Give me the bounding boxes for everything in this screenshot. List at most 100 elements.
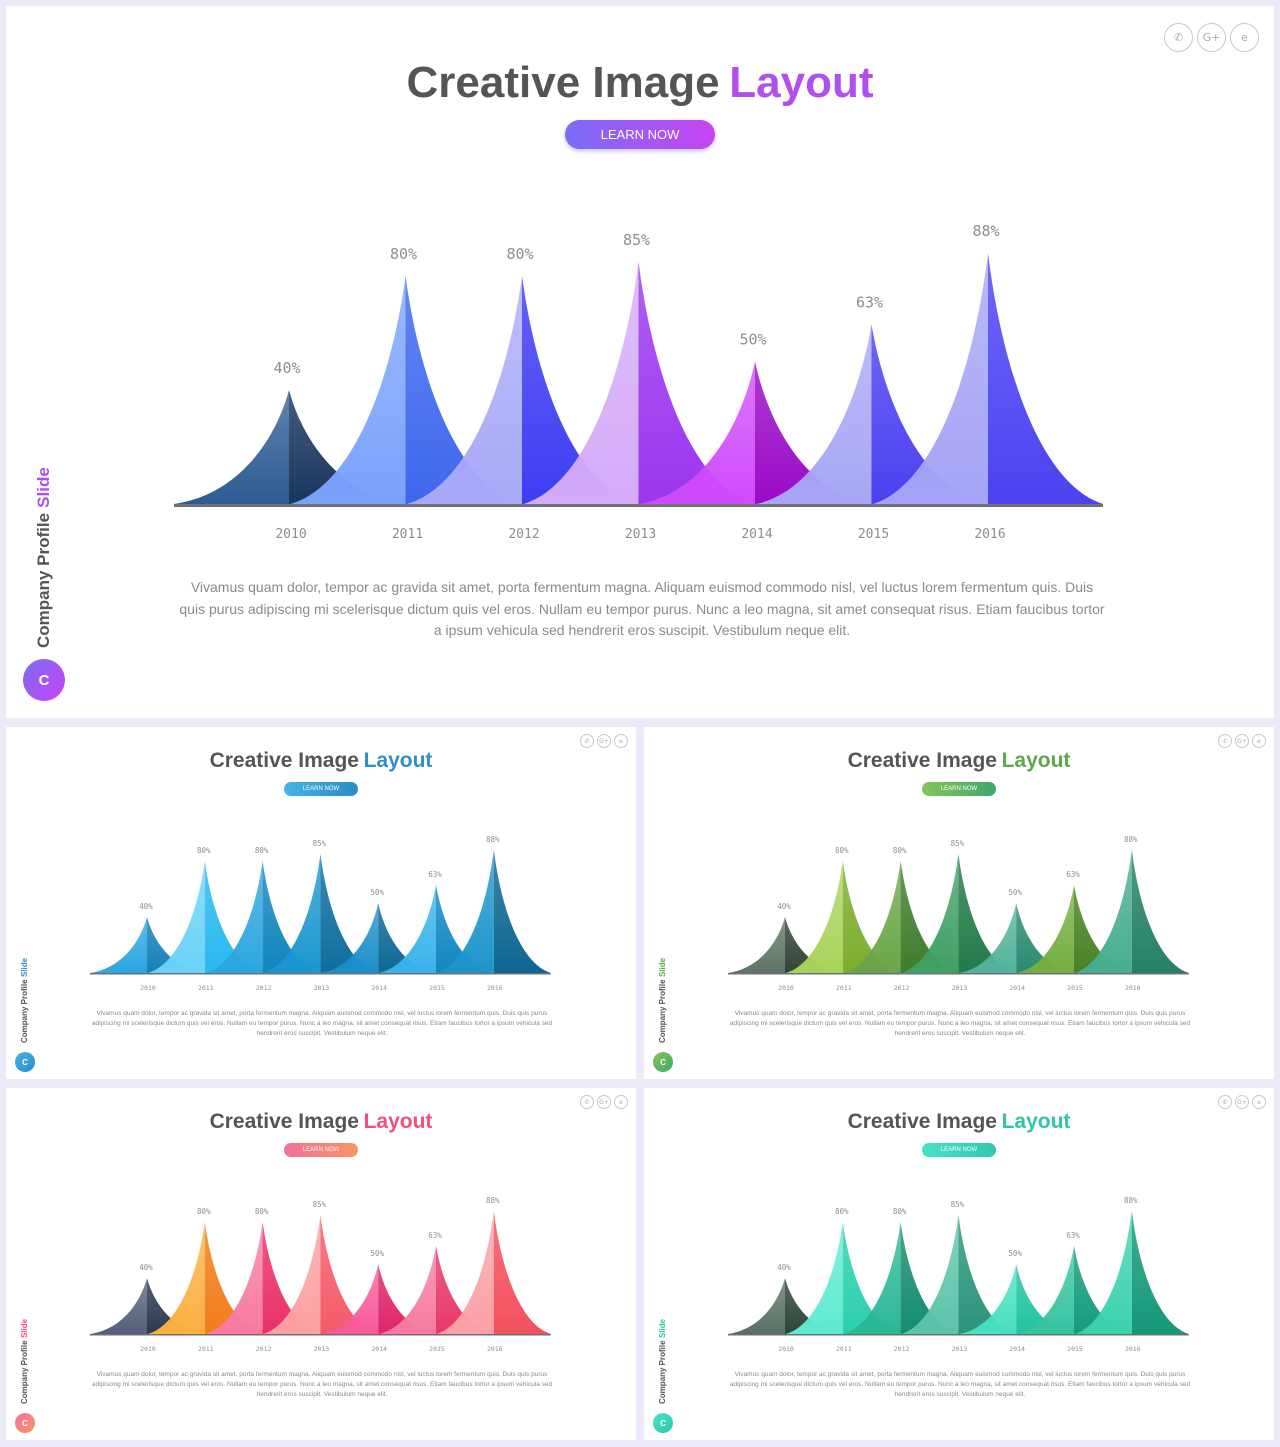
whatsapp-icon[interactable]: ✆ (580, 1095, 594, 1109)
social-icons: ✆ G+ e (1218, 1095, 1266, 1109)
learn-now-button[interactable]: LEARN NOW (284, 782, 358, 796)
peak-2013 (263, 1215, 378, 1334)
title-accent: Layout (1001, 749, 1071, 772)
peak-2011 (147, 861, 262, 973)
peak-left-face (147, 1222, 205, 1334)
peak-2013 (901, 1215, 1016, 1334)
peak-chart: 40% 2010 80% 2011 80% 2012 85% 2013 50% 2014 63% 20… (90, 1196, 551, 1353)
value-label: 63% (428, 1231, 442, 1240)
internet-explorer-icon[interactable]: e (1252, 1095, 1266, 1109)
social-icons: ✆ G+ e (580, 734, 628, 748)
peak-2014 (959, 1264, 1074, 1334)
category-label: 2011 (392, 527, 423, 542)
learn-now-button[interactable]: LEARN NOW (922, 782, 996, 796)
peak-right-face (1016, 903, 1074, 973)
peak-left-face (90, 917, 147, 973)
google-plus-icon[interactable]: G+ (597, 1095, 611, 1109)
slide-red: Creative Image Layout LEARN NOW ✆ G+ e Company… (6, 1088, 636, 1440)
google-plus-icon[interactable]: G+ (1235, 1095, 1249, 1109)
internet-explorer-icon[interactable]: e (1230, 23, 1259, 52)
peak-2015 (379, 884, 493, 973)
google-plus-icon[interactable]: G+ (1197, 23, 1226, 52)
peak-right-face (493, 849, 551, 973)
peak-chart: 40% 2010 80% 2011 80% 2012 85% 2013 50% 2014 63% 20… (90, 835, 551, 992)
peak-2010 (90, 1278, 204, 1334)
category-label: 2010 (275, 527, 306, 542)
peak-left-face (1074, 1210, 1132, 1334)
peak-right-face (147, 1278, 204, 1334)
category-label: 2015 (858, 527, 889, 542)
peak-2011 (147, 1222, 262, 1334)
peak-right-face (785, 1278, 842, 1334)
category-label: 2016 (487, 1345, 503, 1353)
peak-right-face (262, 861, 320, 973)
category-label: 2014 (371, 984, 387, 992)
peak-right-face (378, 1264, 436, 1334)
peak-right-face (785, 917, 842, 973)
social-icons: ✆ G+ e (580, 1095, 628, 1109)
value-label: 88% (1124, 1196, 1138, 1205)
category-label: 2013 (625, 527, 656, 542)
peak-left-face (321, 903, 379, 973)
peak-right-face (320, 854, 378, 973)
internet-explorer-icon[interactable]: e (1252, 734, 1266, 748)
category-label: 2016 (974, 527, 1005, 542)
peak-2016 (1074, 849, 1189, 973)
peak-left-face (263, 854, 321, 973)
value-label: 50% (739, 331, 766, 349)
peak-left-face (756, 324, 872, 504)
peak-2012 (407, 276, 637, 504)
whatsapp-icon[interactable]: ✆ (1218, 1095, 1232, 1109)
whatsapp-icon[interactable]: ✆ (1164, 23, 1193, 52)
peak-left-face (640, 361, 755, 504)
category-label: 2014 (1009, 984, 1025, 992)
value-label: 80% (835, 1207, 849, 1216)
description-text: Vivamus quam dolor, tempor ac gravida si… (91, 1371, 553, 1399)
peak-2012 (205, 861, 320, 973)
value-label: 63% (428, 870, 442, 879)
logo-badge: C (653, 1413, 673, 1433)
google-plus-icon[interactable]: G+ (597, 734, 611, 748)
peak-2014 (321, 1264, 436, 1334)
learn-now-button[interactable]: LEARN NOW (284, 1143, 358, 1157)
peak-left-face (263, 1215, 321, 1334)
internet-explorer-icon[interactable]: e (614, 734, 628, 748)
peak-right-face (900, 1222, 958, 1334)
value-label: 80% (255, 1207, 269, 1216)
title-accent: Layout (729, 58, 874, 107)
value-label: 80% (255, 846, 269, 855)
google-plus-icon[interactable]: G+ (1235, 734, 1249, 748)
category-label: 2013 (952, 984, 968, 992)
learn-now-button[interactable]: LEARN NOW (922, 1143, 996, 1157)
value-label: 85% (951, 1200, 965, 1209)
peak-2014 (640, 361, 870, 504)
peak-2015 (756, 324, 987, 504)
peak-left-face (436, 849, 494, 973)
whatsapp-icon[interactable]: ✆ (1218, 734, 1232, 748)
peak-chart: 40% 2010 80% 2011 80% 2012 85% 2013 50% 2014 63% 20… (728, 1196, 1189, 1353)
category-label: 2012 (256, 1345, 272, 1353)
peak-right-face (204, 1222, 262, 1334)
peak-right-face (842, 1222, 900, 1334)
peak-2015 (379, 1245, 493, 1334)
title-accent: Layout (363, 1110, 433, 1133)
category-label: 2014 (1009, 1345, 1025, 1353)
category-label: 2013 (314, 1345, 330, 1353)
peak-right-face (204, 861, 262, 973)
category-label: 2014 (371, 1345, 387, 1353)
peak-right-face (493, 1210, 551, 1334)
value-label: 80% (390, 245, 417, 263)
peak-2010 (728, 917, 842, 973)
peak-2012 (205, 1222, 320, 1334)
peak-left-face (901, 1215, 959, 1334)
value-label: 85% (951, 839, 965, 848)
value-label: 80% (893, 846, 907, 855)
slide-purple: Creative Image Layout LEARN NOW ✆ G+ e Company… (6, 6, 1274, 718)
learn-now-button[interactable]: LEARN NOW (565, 120, 715, 149)
peak-right-face (871, 324, 987, 504)
internet-explorer-icon[interactable]: e (614, 1095, 628, 1109)
category-label: 2012 (508, 527, 539, 542)
peak-2012 (843, 861, 958, 973)
category-label: 2014 (741, 527, 772, 542)
whatsapp-icon[interactable]: ✆ (580, 734, 594, 748)
